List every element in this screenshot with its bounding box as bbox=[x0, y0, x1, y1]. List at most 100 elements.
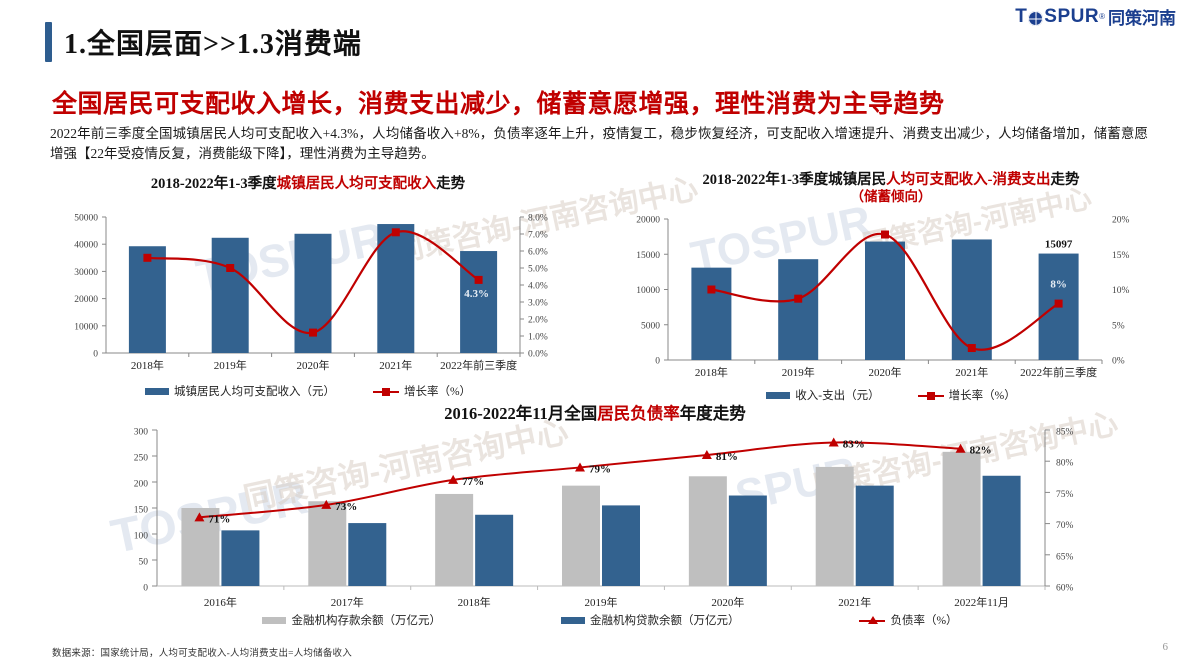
svg-text:1.0%: 1.0% bbox=[528, 333, 548, 343]
logo-text-spur: SPUR bbox=[1044, 5, 1100, 27]
chart3-plot: 0 50 100 150 200 250 300 60% 65% 70% 75% 80% 85% 20… bbox=[95, 420, 1125, 616]
chart3-title: 2016-2022年11月全国居民负债率年度走势 bbox=[0, 400, 1190, 424]
chart-income-minus-expense: 2018-2022年1-3季度城镇居民人均可支配收入-消费支出走势 （储蓄倾向）… bbox=[608, 172, 1174, 403]
svg-text:4.0%: 4.0% bbox=[528, 282, 548, 292]
svg-text:40000: 40000 bbox=[74, 241, 98, 251]
logo-text-cn: 同策河南 bbox=[1108, 9, 1176, 28]
svg-text:70%: 70% bbox=[1056, 521, 1074, 531]
svg-text:2020年: 2020年 bbox=[297, 358, 330, 372]
svg-text:15%: 15% bbox=[1112, 251, 1130, 261]
chart3-title-part2: 年度走势 bbox=[679, 404, 746, 423]
legend-swatch-ratio bbox=[859, 615, 886, 625]
chart3-title-highlight: 居民负债率 bbox=[597, 404, 680, 423]
brand-logo: T SPUR ® 同策河南 bbox=[1015, 4, 1176, 29]
svg-text:0: 0 bbox=[93, 350, 98, 360]
svg-text:2021年: 2021年 bbox=[379, 358, 412, 372]
chart1-plot: 0 10000 20000 30000 40000 50000 0.0% 1.0% 2.0% 3… bbox=[28, 193, 588, 381]
chart2-title-highlight: 人均可支配收入-消费支出 bbox=[886, 172, 1051, 188]
svg-text:65%: 65% bbox=[1056, 552, 1074, 562]
svg-text:100: 100 bbox=[134, 532, 149, 542]
chart3-legend-deposit: 金融机构存款余额（万亿元） bbox=[262, 612, 441, 628]
svg-text:2022年11月: 2022年11月 bbox=[954, 595, 1009, 609]
chart1-legend: 城镇居民人均可支配收入（元） 增长率（%） bbox=[28, 383, 588, 399]
svg-text:2.0%: 2.0% bbox=[528, 316, 548, 326]
legend-swatch-bar bbox=[766, 391, 791, 399]
logo-text-t: T bbox=[1015, 5, 1028, 27]
svg-text:15000: 15000 bbox=[636, 251, 660, 261]
chart3-legend-loan: 金融机构贷款余额（万亿元） bbox=[560, 612, 739, 628]
svg-text:2019年: 2019年 bbox=[214, 358, 247, 372]
chart1-legend-line-label: 增长率（%） bbox=[403, 386, 472, 398]
page-title: 1.全国层面>>1.3消费端 bbox=[45, 22, 362, 62]
svg-text:5000: 5000 bbox=[641, 321, 660, 331]
chart1-title: 2018-2022年1-3季度城镇居民人均可支配收入走势 bbox=[28, 176, 588, 193]
legend-swatch-line bbox=[372, 387, 399, 396]
svg-text:150: 150 bbox=[134, 506, 149, 516]
svg-text:0%: 0% bbox=[1112, 357, 1125, 367]
svg-text:7.0%: 7.0% bbox=[528, 231, 548, 241]
svg-text:20000: 20000 bbox=[74, 295, 98, 305]
svg-text:20000: 20000 bbox=[636, 216, 660, 226]
svg-text:81%: 81% bbox=[716, 451, 738, 463]
registered-mark: ® bbox=[1099, 12, 1105, 21]
svg-text:80%: 80% bbox=[1056, 459, 1074, 469]
svg-text:50000: 50000 bbox=[74, 214, 98, 224]
chart2-title-part2: 走势 bbox=[1050, 172, 1080, 188]
svg-text:20%: 20% bbox=[1112, 216, 1130, 226]
svg-text:2021年: 2021年 bbox=[838, 595, 871, 609]
svg-text:2019年: 2019年 bbox=[585, 595, 618, 609]
svg-text:8%: 8% bbox=[1050, 279, 1067, 291]
svg-text:10%: 10% bbox=[1112, 286, 1130, 296]
svg-text:2016年: 2016年 bbox=[204, 595, 237, 609]
svg-text:0: 0 bbox=[143, 584, 148, 594]
svg-text:2018年: 2018年 bbox=[458, 595, 491, 609]
legend-swatch-deposit bbox=[262, 616, 287, 624]
svg-text:83%: 83% bbox=[843, 438, 865, 450]
svg-text:0.0%: 0.0% bbox=[528, 350, 548, 360]
chart1-legend-line: 增长率（%） bbox=[372, 383, 472, 399]
chart1-svg: 0 10000 20000 30000 40000 50000 0.0% 1.0% 2.0% 3… bbox=[74, 214, 548, 373]
svg-text:2018年: 2018年 bbox=[131, 358, 164, 372]
svg-text:300: 300 bbox=[134, 428, 149, 438]
svg-text:79%: 79% bbox=[589, 463, 611, 475]
legend-swatch-bar bbox=[144, 387, 169, 395]
chart1-title-part2: 走势 bbox=[436, 176, 466, 192]
chart3-legend-ratio: 负债率（%） bbox=[859, 612, 958, 628]
chart2-legend-bar-label: 收入-支出（元） bbox=[795, 390, 880, 402]
svg-text:0: 0 bbox=[655, 357, 660, 367]
chart2-plot: 0 5000 10000 15000 20000 0% 5% 10% 15% 20% 2018年… bbox=[608, 205, 1174, 385]
key-message: 全国居民可支配收入增长，消费支出减少，储蓄意愿增强，理性消费为主导趋势 bbox=[52, 91, 945, 118]
chart2-title-part1: 2018-2022年1-3季度城镇居民 bbox=[702, 172, 887, 188]
svg-text:200: 200 bbox=[134, 480, 149, 490]
chart2-svg: 0 5000 10000 15000 20000 0% 5% 10% 15% 20% 2018年… bbox=[636, 216, 1130, 380]
summary-paragraph: 2022年前三季度全国城镇居民人均可支配收入+4.3%，人均储备收入+8%，负债… bbox=[50, 126, 1148, 161]
svg-text:2020年: 2020年 bbox=[711, 595, 744, 609]
legend-swatch-loan bbox=[560, 616, 585, 624]
svg-text:85%: 85% bbox=[1056, 428, 1074, 438]
svg-text:2019年: 2019年 bbox=[782, 365, 815, 379]
svg-text:71%: 71% bbox=[208, 513, 230, 525]
svg-text:10000: 10000 bbox=[636, 286, 660, 296]
svg-text:50: 50 bbox=[139, 558, 149, 568]
svg-text:77%: 77% bbox=[462, 476, 484, 488]
page-number: 6 bbox=[1162, 641, 1169, 653]
globe-icon bbox=[1028, 11, 1044, 26]
svg-text:4.3%: 4.3% bbox=[464, 288, 489, 300]
title-label: 1.全国层面>>1.3消费端 bbox=[64, 29, 362, 60]
svg-text:75%: 75% bbox=[1056, 490, 1074, 500]
chart-household-debt-ratio: 0 50 100 150 200 250 300 60% 65% 70% 75% 80% 85% 20… bbox=[95, 420, 1125, 628]
chart1-legend-bar-label: 城镇居民人均可支配收入（元） bbox=[173, 386, 335, 398]
chart3-legend: 金融机构存款余额（万亿元） 金融机构贷款余额（万亿元） 负债率（%） bbox=[95, 612, 1125, 628]
chart2-legend-bar: 收入-支出（元） bbox=[766, 387, 880, 403]
svg-text:73%: 73% bbox=[335, 501, 357, 513]
chart1-legend-bar: 城镇居民人均可支配收入（元） bbox=[144, 383, 335, 399]
chart3-legend-ratio-label: 负债率（%） bbox=[890, 615, 958, 627]
chart2-legend: 收入-支出（元） 增长率（%） bbox=[608, 387, 1174, 403]
svg-text:3.0%: 3.0% bbox=[528, 299, 548, 309]
svg-text:10000: 10000 bbox=[74, 322, 98, 332]
chart-disposable-income: 2018-2022年1-3季度城镇居民人均可支配收入走势 0 10000 20000… bbox=[28, 176, 588, 399]
svg-text:60%: 60% bbox=[1056, 584, 1074, 594]
chart1-title-part1: 2018-2022年1-3季度 bbox=[150, 176, 277, 192]
svg-text:2017年: 2017年 bbox=[331, 595, 364, 609]
